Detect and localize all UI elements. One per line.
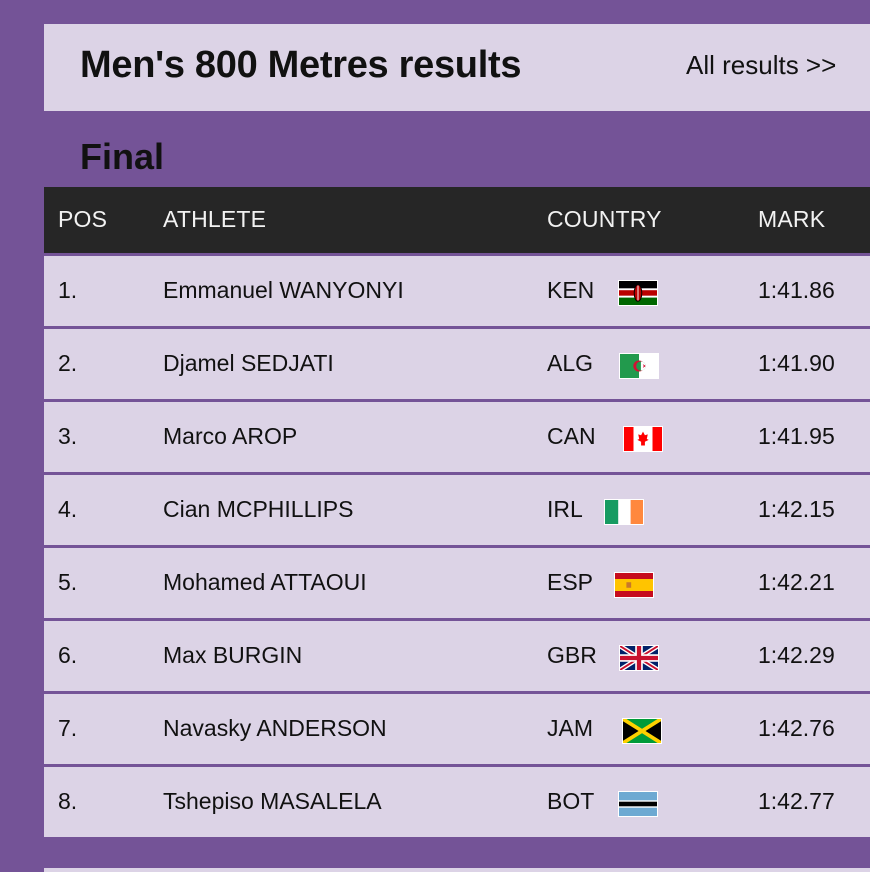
country-code: KEN bbox=[547, 277, 595, 303]
position: 2. bbox=[58, 350, 78, 376]
result-mark: 1:41.95 bbox=[758, 423, 835, 449]
position: 6. bbox=[58, 642, 78, 668]
athlete-name[interactable]: Mohamed ATTAOUI bbox=[163, 569, 367, 595]
result-mark: 1:42.21 bbox=[758, 569, 835, 595]
athlete-name[interactable]: Marco AROP bbox=[163, 423, 298, 449]
table-row[interactable]: 6. Max BURGIN GBR 1:42.29 bbox=[44, 621, 870, 691]
country-code: ALG bbox=[547, 350, 594, 376]
country-code: JAM bbox=[547, 715, 593, 741]
table-row[interactable]: 8. Tshepiso MASALELA BOT 1:42.77 bbox=[44, 767, 870, 837]
spain-flag-icon bbox=[614, 572, 654, 598]
result-mark: 1:41.90 bbox=[758, 350, 835, 376]
next-card-edge bbox=[44, 868, 870, 872]
column-header-pos: POS bbox=[58, 206, 108, 232]
section-title-final: Final bbox=[80, 136, 165, 177]
results-table: POS ATHLETE COUNTRY MARK 1. Emmanuel WAN… bbox=[44, 187, 870, 837]
athlete-name[interactable]: Tshepiso MASALELA bbox=[163, 788, 382, 814]
column-header-country: COUNTRY bbox=[547, 206, 662, 232]
uk-flag-icon bbox=[619, 645, 659, 671]
position: 8. bbox=[58, 788, 78, 814]
position: 4. bbox=[58, 496, 78, 522]
country-code: CAN bbox=[547, 423, 596, 449]
jamaica-flag-icon bbox=[622, 718, 662, 744]
algeria-flag-icon bbox=[619, 353, 659, 379]
position: 1. bbox=[58, 277, 78, 303]
table-row[interactable]: 7. Navasky ANDERSON JAM 1:42.76 bbox=[44, 694, 870, 764]
table-row[interactable]: 5. Mohamed ATTAOUI ESP 1:42.21 bbox=[44, 548, 870, 618]
result-mark: 1:42.77 bbox=[758, 788, 835, 814]
result-mark: 1:42.76 bbox=[758, 715, 835, 741]
result-mark: 1:42.15 bbox=[758, 496, 835, 522]
country-code: IRL bbox=[547, 496, 583, 522]
kenya-flag-icon bbox=[618, 280, 658, 306]
athlete-name[interactable]: Cian MCPHILLIPS bbox=[163, 496, 354, 522]
column-header-mark: MARK bbox=[758, 206, 826, 232]
country-code: GBR bbox=[547, 642, 597, 668]
position: 3. bbox=[58, 423, 78, 449]
country-code: BOT bbox=[547, 788, 595, 814]
page-title: Men's 800 Metres results bbox=[80, 44, 522, 86]
athlete-name[interactable]: Navasky ANDERSON bbox=[163, 715, 387, 741]
table-row[interactable]: 1. Emmanuel WANYONYI KEN 1:41.86 bbox=[44, 256, 870, 326]
athlete-name[interactable]: Djamel SEDJATI bbox=[163, 350, 334, 376]
position: 5. bbox=[58, 569, 78, 595]
table-header: POS ATHLETE COUNTRY MARK bbox=[44, 187, 870, 253]
botswana-flag-icon bbox=[618, 791, 658, 817]
athlete-name[interactable]: Emmanuel WANYONYI bbox=[163, 277, 404, 303]
athlete-name[interactable]: Max BURGIN bbox=[163, 642, 303, 668]
result-mark: 1:42.29 bbox=[758, 642, 835, 668]
all-results-link[interactable]: All results >> bbox=[686, 50, 837, 80]
table-row[interactable]: 2. Djamel SEDJATI ALG 1:41.90 bbox=[44, 329, 870, 399]
position: 7. bbox=[58, 715, 78, 741]
country-code: ESP bbox=[547, 569, 594, 595]
results-header-card: Men's 800 Metres results All results >> bbox=[44, 24, 870, 111]
table-row[interactable]: 3. Marco AROP CAN 1:41.95 bbox=[44, 402, 870, 472]
canada-flag-icon bbox=[623, 426, 663, 452]
column-header-athlete: ATHLETE bbox=[163, 206, 267, 232]
ireland-flag-icon bbox=[604, 499, 644, 525]
result-mark: 1:41.86 bbox=[758, 277, 835, 303]
table-row[interactable]: 4. Cian MCPHILLIPS IRL 1:42.15 bbox=[44, 475, 870, 545]
